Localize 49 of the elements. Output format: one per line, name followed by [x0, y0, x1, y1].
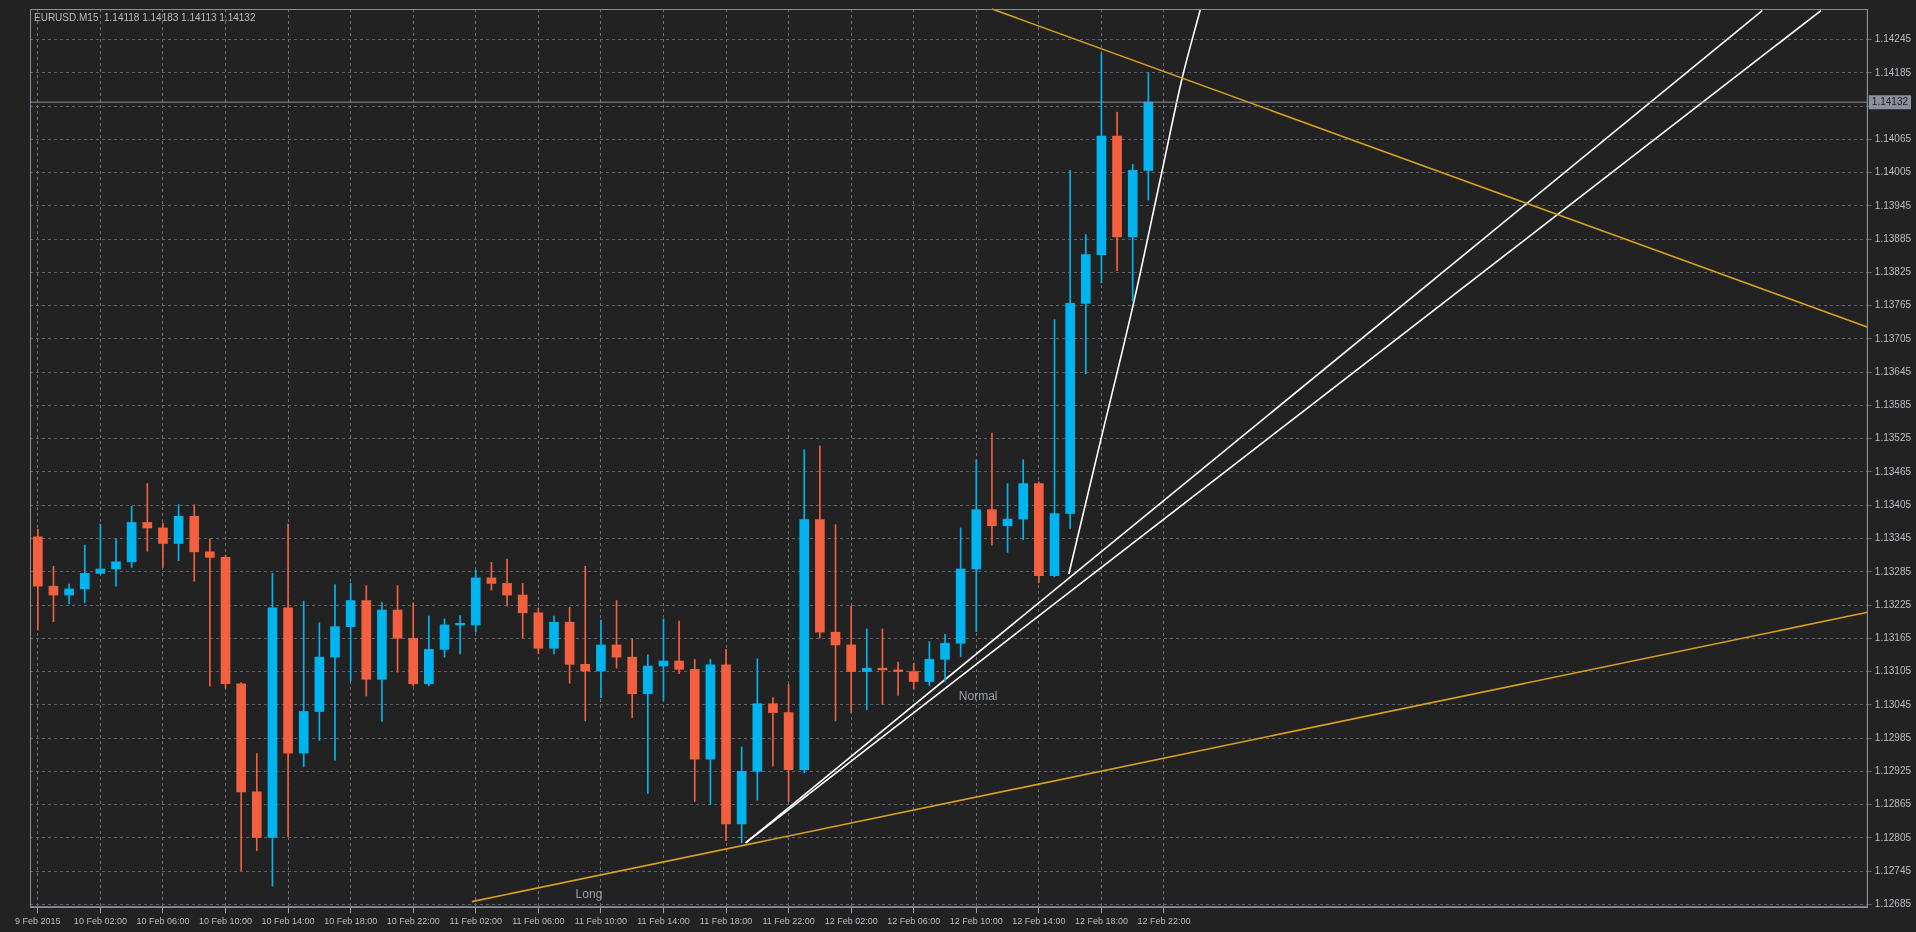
ref-line-label: 1.14132	[1871, 95, 1909, 107]
y-tick-label: 1.13705	[1874, 332, 1912, 344]
y-tick-label: 1.14245	[1874, 33, 1912, 45]
y-tick-label: 1.13585	[1874, 399, 1912, 411]
x-tick-label: 11 Feb 18:00	[699, 916, 753, 927]
y-tick-label: 1.14065	[1874, 133, 1912, 145]
y-tick-label: 1.13285	[1874, 565, 1912, 577]
y-tick-label: 1.12985	[1874, 731, 1912, 743]
y-tick-label: 1.13045	[1874, 698, 1912, 710]
x-tick-label: 10 Feb 06:00	[136, 916, 190, 927]
x-tick-label: 12 Feb 18:00	[1074, 916, 1128, 927]
y-tick-label: 1.13465	[1874, 465, 1912, 477]
y-tick-label: 1.13105	[1874, 665, 1912, 677]
annotation: Normal	[958, 688, 998, 703]
x-tick-label: 9 Feb 2015	[15, 916, 61, 927]
x-tick-label: 10 Feb 10:00	[198, 916, 253, 927]
y-tick-label: 1.12805	[1874, 831, 1912, 843]
y-tick-label: 1.13405	[1874, 498, 1912, 510]
x-tick-label: 10 Feb 14:00	[261, 916, 315, 927]
x-tick-label: 12 Feb 02:00	[824, 916, 878, 927]
y-tick-label: 1.13345	[1874, 532, 1912, 544]
y-tick-label: 1.13825	[1874, 266, 1912, 278]
y-tick-label: 1.12925	[1874, 765, 1912, 777]
y-tick-label: 1.12865	[1874, 798, 1912, 810]
x-tick-label: 12 Feb 06:00	[887, 916, 941, 927]
x-tick-label: 10 Feb 02:00	[73, 916, 127, 927]
y-tick-label: 1.13225	[1874, 598, 1912, 610]
x-tick-label: 12 Feb 10:00	[949, 916, 1003, 927]
x-tick-label: 11 Feb 06:00	[512, 916, 565, 927]
x-tick-label: 11 Feb 14:00	[637, 916, 690, 927]
x-tick-label: 10 Feb 18:00	[324, 916, 378, 927]
y-tick-label: 1.13885	[1874, 232, 1912, 244]
x-tick-label: 11 Feb 02:00	[449, 916, 502, 927]
y-tick-label: 1.13945	[1874, 199, 1912, 211]
x-tick-label: 12 Feb 14:00	[1012, 916, 1066, 927]
y-tick-label: 1.14185	[1874, 66, 1912, 78]
y-tick-label: 1.14005	[1874, 166, 1912, 178]
y-tick-label: 1.12745	[1874, 864, 1912, 876]
y-tick-label: 1.13765	[1874, 299, 1912, 311]
x-tick-label: 11 Feb 10:00	[574, 916, 628, 927]
chart-title: EURUSD.M15 1.14118 1.14183 1.14113 1.14132	[34, 11, 256, 23]
y-tick-label: 1.12685	[1874, 898, 1912, 910]
y-tick-label: 1.13165	[1874, 632, 1912, 644]
y-tick-label: 1.13525	[1874, 432, 1912, 444]
annotation: Long	[575, 887, 603, 902]
x-tick-label: 11 Feb 22:00	[762, 916, 815, 927]
x-tick-label: 12 Feb 22:00	[1137, 916, 1191, 927]
x-tick-label: 10 Feb 22:00	[386, 916, 440, 927]
y-tick-label: 1.13645	[1874, 365, 1912, 377]
